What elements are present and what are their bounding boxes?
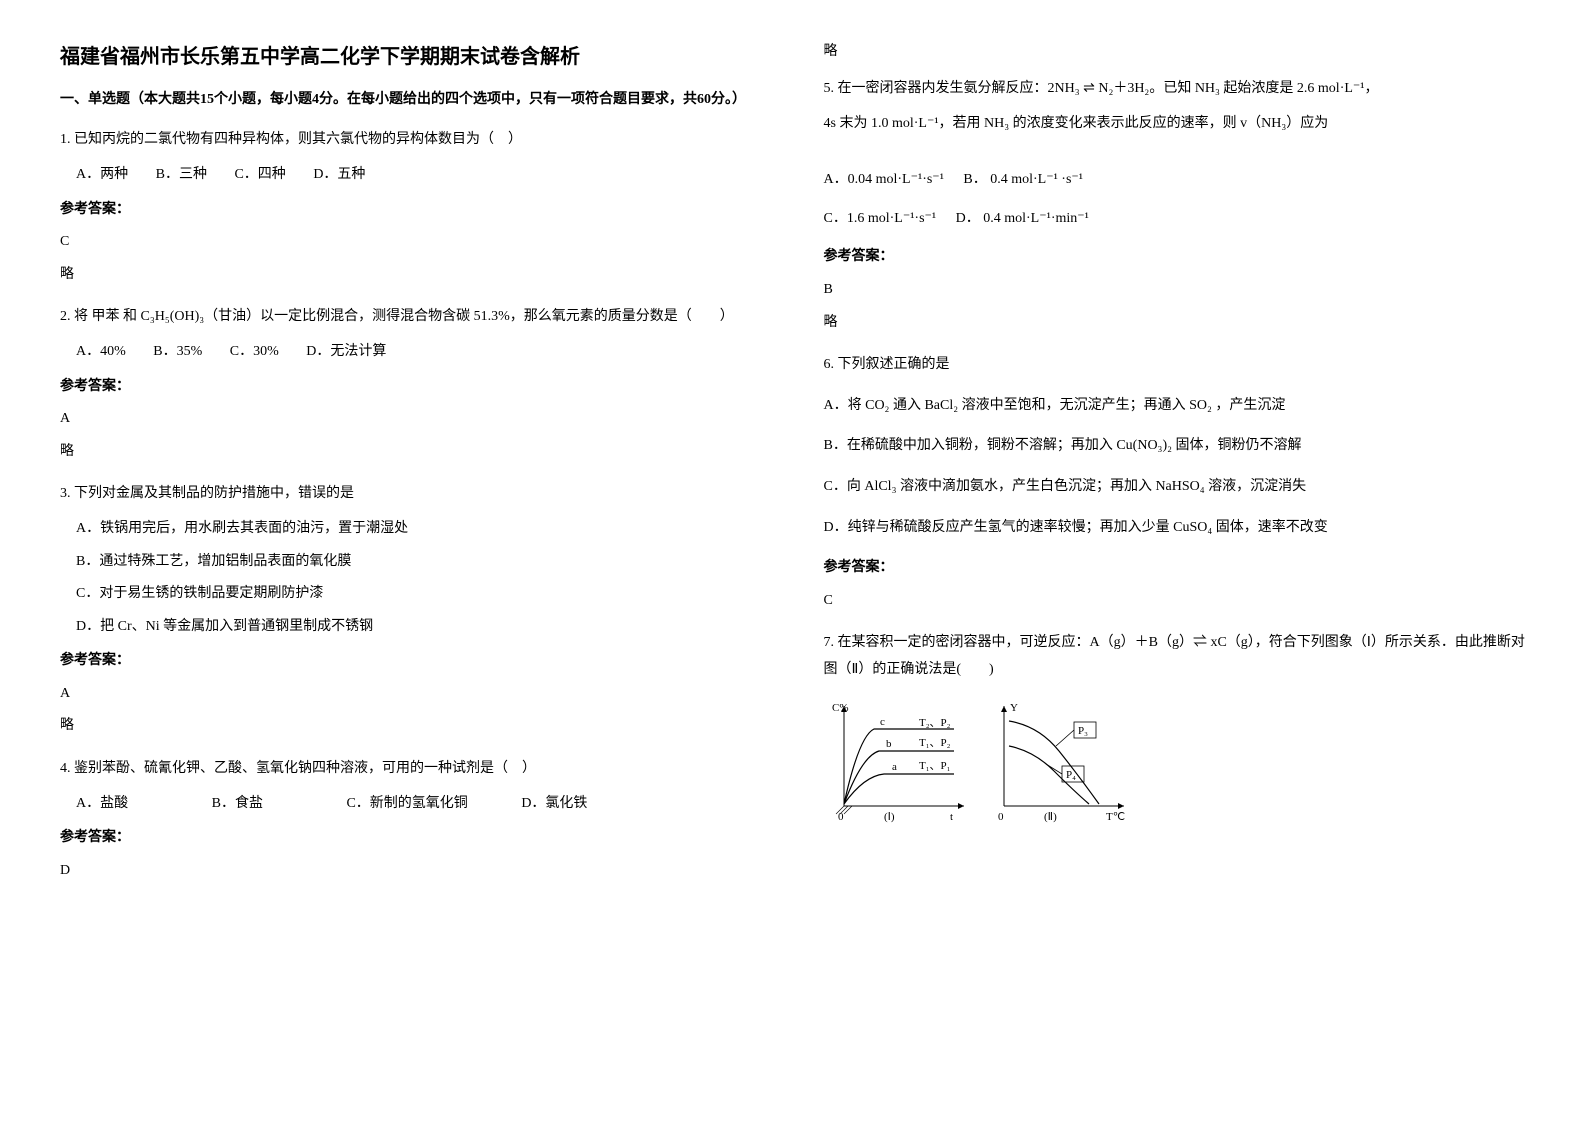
q3-brief: 略 (60, 713, 764, 740)
q1-optC: C．四种 (234, 167, 285, 182)
q2-optD: D．无法计算 (306, 344, 386, 359)
q5-opts-cd: C．1.6 mol·L⁻¹·s⁻¹ D． 0.4 mol·L⁻¹·min⁻¹ (824, 206, 1528, 233)
q3-optC: C．对于易生锈的铁制品要定期刷防护漆 (76, 581, 764, 608)
q6-text: 6. 下列叙述正确的是 (824, 352, 1528, 379)
question-6: 6. 下列叙述正确的是 A．将 CO₂ 通入 BaCl₂ 溶液中至饱和，无沉淀产… (824, 352, 1528, 614)
q7-svg: C% a b c T₂、P₂ T₁、P₂ T₁、P₁ 0 (Ⅰ) t (824, 696, 1144, 826)
question-2: 2. 将 甲苯 和 C₃H₅(OH)₃（甘油）以一定比例混合，测得混合物含碳 5… (60, 304, 764, 465)
q7-graphs: C% a b c T₂、P₂ T₁、P₂ T₁、P₁ 0 (Ⅰ) t (824, 696, 1528, 837)
q4-optA: A．盐酸 (76, 796, 128, 811)
graph-1: C% a b c T₂、P₂ T₁、P₂ T₁、P₁ 0 (Ⅰ) t (832, 702, 964, 823)
g1-ylabel: C% (832, 702, 849, 714)
q4-answer: D (60, 858, 764, 885)
q2-text: 2. 将 甲苯 和 C₃H₅(OH)₃（甘油）以一定比例混合，测得混合物含碳 5… (60, 304, 764, 331)
q4-optC: C．新制的氢氧化铜 (346, 796, 467, 811)
g2-p3: P₃ (1078, 725, 1088, 737)
g1-curve-a: a (892, 761, 897, 773)
q7-text: 7. 在某容积一定的密闭容器中，可逆反应：A（g）＋B（g）⇌ xC（g），符合… (824, 630, 1528, 683)
q3-optD: D．把 Cr、Ni 等金属加入到普通钢里制成不锈钢 (76, 614, 764, 641)
q4-brief: 略 (824, 40, 1528, 60)
q6-answer-label: 参考答案： (824, 555, 1528, 582)
q1-options: A．两种 B．三种 C．四种 D．五种 (76, 162, 764, 189)
q2-optB: B．35% (153, 344, 202, 359)
question-3: 3. 下列对金属及其制品的防护措施中，错误的是 A．铁锅用完后，用水刷去其表面的… (60, 481, 764, 740)
q1-brief: 略 (60, 262, 764, 289)
q6-optC: C．向 AlCl₃ 溶液中滴加氨水，产生白色沉淀；再加入 NaHSO₄ 溶液，沉… (824, 474, 1528, 501)
g1-xaxis: t (950, 811, 953, 823)
q1-optD: D．五种 (313, 167, 365, 182)
q3-optB: B．通过特殊工艺，增加铝制品表面的氧化膜 (76, 549, 764, 576)
q5-brief: 略 (824, 310, 1528, 337)
q2-options: A．40% B．35% C．30% D．无法计算 (76, 339, 764, 366)
q3-answer: A (60, 681, 764, 708)
q3-text: 3. 下列对金属及其制品的防护措施中，错误的是 (60, 481, 764, 508)
q4-text: 4. 鉴别苯酚、硫氰化钾、乙酸、氢氧化钠四种溶液，可用的一种试剂是（ ） (60, 756, 764, 783)
q1-optB: B．三种 (156, 167, 207, 182)
question-4: 4. 鉴别苯酚、硫氰化钾、乙酸、氢氧化钠四种溶液，可用的一种试剂是（ ） A．盐… (60, 756, 764, 884)
graph-2: P₃ P₄ Y 0 (Ⅱ) T℃ (998, 702, 1125, 823)
q5-optD: D． 0.4 mol·L⁻¹·min⁻¹ (956, 211, 1089, 226)
left-column: 福建省福州市长乐第五中学高二化学下学期期末试卷含解析 一、单选题（本大题共15个… (60, 40, 764, 900)
g2-p4: P₄ (1066, 769, 1076, 781)
q3-optA: A．铁锅用完后，用水刷去其表面的油污，置于潮湿处 (76, 516, 764, 543)
q4-optD: D．氯化铁 (521, 796, 587, 811)
q5-optC: C．1.6 mol·L⁻¹·s⁻¹ (824, 211, 937, 226)
g1-origin: 0 (838, 811, 844, 823)
q1-answer-label: 参考答案： (60, 197, 764, 224)
g2-xlabel: (Ⅱ) (1044, 811, 1057, 823)
q2-optC: C．30% (230, 344, 279, 359)
q6-optA: A．将 CO₂ 通入 BaCl₂ 溶液中至饱和，无沉淀产生；再通入 SO₂ ，产… (824, 393, 1528, 420)
q4-answer-label: 参考答案： (60, 825, 764, 852)
q3-answer-label: 参考答案： (60, 648, 764, 675)
g1-cond2: T₁、P₂ (919, 737, 951, 749)
q2-optA: A．40% (76, 344, 126, 359)
q5-answer-label: 参考答案： (824, 244, 1528, 271)
q6-optB: B．在稀硫酸中加入铜粉，铜粉不溶解；再加入 Cu(NO₃)₂ 固体，铜粉仍不溶解 (824, 433, 1528, 460)
q5-text1: 5. 在一密闭容器内发生氨分解反应：2NH₃ ⇌ N₂＋3H₂。已知 NH₃ 起… (824, 76, 1528, 103)
q4-options: A．盐酸 B．食盐 C．新制的氢氧化铜 D．氯化铁 (76, 791, 764, 818)
q1-optA: A．两种 (76, 167, 128, 182)
page-title: 福建省福州市长乐第五中学高二化学下学期期末试卷含解析 (60, 40, 764, 69)
q5-optA: A．0.04 mol·L⁻¹·s⁻¹ (824, 172, 944, 187)
q2-brief: 略 (60, 439, 764, 466)
q2-answer-label: 参考答案： (60, 374, 764, 401)
g1-cond3: T₁、P₁ (919, 760, 951, 772)
g1-cond1: T₂、P₂ (919, 717, 951, 729)
question-1: 1. 已知丙烷的二氯代物有四种异构体，则其六氯代物的异构体数目为（ ） A．两种… (60, 127, 764, 288)
q4-optB: B．食盐 (212, 796, 263, 811)
g2-origin: 0 (998, 811, 1004, 823)
g2-xaxis: T℃ (1106, 811, 1125, 823)
g1-xlabel: (Ⅰ) (884, 811, 895, 823)
q6-answer: C (824, 588, 1528, 615)
q5-optB: B． 0.4 mol·L⁻¹ ·s⁻¹ (963, 172, 1083, 187)
question-7: 7. 在某容积一定的密闭容器中，可逆反应：A（g）＋B（g）⇌ xC（g），符合… (824, 630, 1528, 836)
g1-curve-c: c (880, 716, 885, 728)
right-column: 略 5. 在一密闭容器内发生氨分解反应：2NH₃ ⇌ N₂＋3H₂。已知 NH₃… (824, 40, 1528, 900)
q1-answer: C (60, 229, 764, 256)
q2-answer: A (60, 406, 764, 433)
exam-page: 福建省福州市长乐第五中学高二化学下学期期末试卷含解析 一、单选题（本大题共15个… (60, 40, 1527, 900)
q6-optD: D．纯锌与稀硫酸反应产生氢气的速率较慢；再加入少量 CuSO₄ 固体，速率不改变 (824, 515, 1528, 542)
g1-curve-b: b (886, 738, 892, 750)
q1-text: 1. 已知丙烷的二氯代物有四种异构体，则其六氯代物的异构体数目为（ ） (60, 127, 764, 154)
question-5: 5. 在一密闭容器内发生氨分解反应：2NH₃ ⇌ N₂＋3H₂。已知 NH₃ 起… (824, 76, 1528, 336)
q5-answer: B (824, 277, 1528, 304)
section-header: 一、单选题（本大题共15个小题，每小题4分。在每小题给出的四个选项中，只有一项符… (60, 89, 764, 111)
q5-opts-ab: A．0.04 mol·L⁻¹·s⁻¹ B． 0.4 mol·L⁻¹ ·s⁻¹ (824, 167, 1528, 194)
g2-ylabel: Y (1010, 702, 1018, 714)
q5-text2: 4s 末为 1.0 mol·L⁻¹，若用 NH₃ 的浓度变化来表示此反应的速率，… (824, 111, 1528, 138)
